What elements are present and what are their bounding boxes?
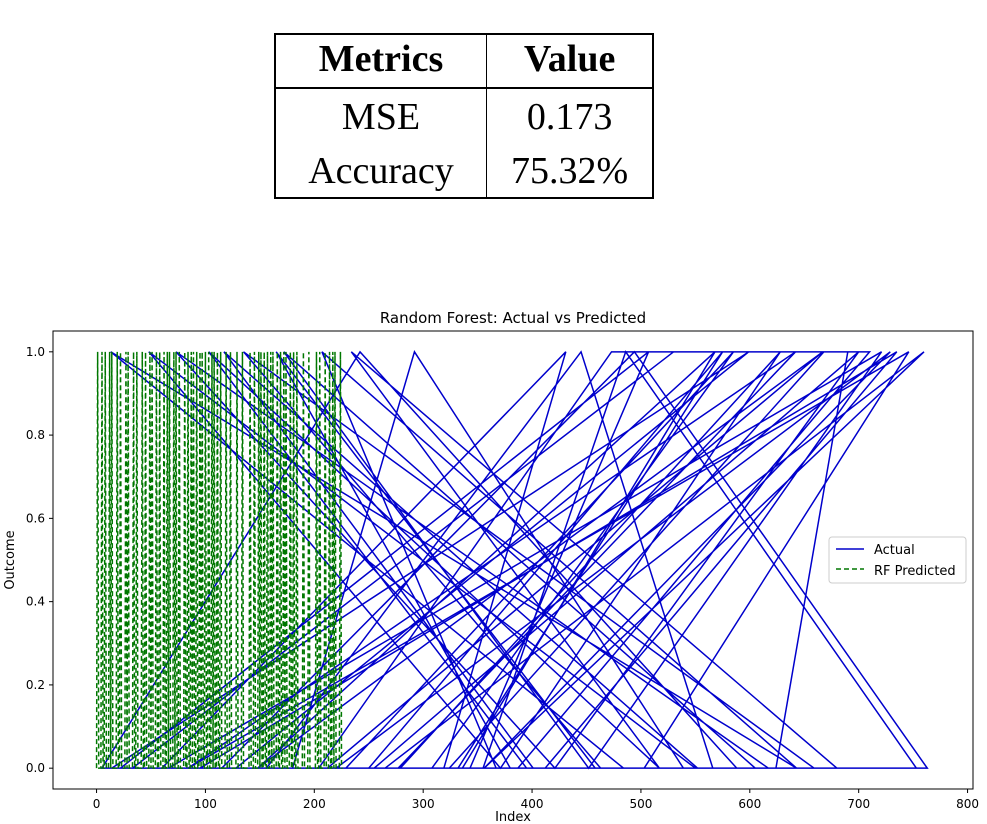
y-axis-label: Outcome: [3, 530, 18, 589]
x-tick-label: 600: [738, 797, 761, 811]
table-row: Accuracy 75.32%: [275, 143, 653, 198]
x-tick-label: 800: [956, 797, 979, 811]
table-header-row: Metrics Value: [275, 34, 654, 89]
y-tick-label: 1.0: [26, 345, 45, 359]
chart-title: Random Forest: Actual vs Predicted: [380, 309, 646, 327]
metrics-table: Metrics Value MSE 0.173 Accuracy 75.32%: [274, 33, 655, 199]
x-axis: 0 100 200 300 400 500 600 700 800: [93, 789, 979, 811]
y-tick-label: 0.6: [26, 511, 45, 525]
x-tick-label: 0: [93, 797, 101, 811]
x-tick-label: 200: [303, 797, 326, 811]
x-axis-label: Index: [495, 810, 531, 824]
x-tick-label: 100: [194, 797, 217, 811]
y-tick-label: 0.2: [26, 678, 45, 692]
y-tick-label: 0.0: [26, 761, 45, 775]
table-row: MSE 0.173: [275, 88, 653, 143]
header-value: Value: [486, 34, 654, 89]
line-chart: Random Forest: Actual vs Predicted 0 100 2…: [3, 309, 979, 824]
metric-name: Accuracy: [275, 143, 487, 198]
y-tick-label: 0.8: [26, 428, 45, 442]
plot-frame: [52, 330, 974, 790]
y-tick-label: 0.4: [26, 595, 45, 609]
legend-actual-label: Actual: [874, 543, 915, 558]
x-tick-label: 300: [412, 797, 435, 811]
x-tick-label: 700: [847, 797, 870, 811]
series-actual-line: [100, 350, 929, 770]
header-metrics: Metrics: [275, 34, 487, 89]
x-tick-label: 500: [629, 797, 652, 811]
legend-predicted-label: RF Predicted: [874, 564, 956, 579]
metric-value: 75.32%: [511, 150, 629, 192]
metric-value: 0.173: [526, 96, 613, 138]
x-tick-label: 400: [521, 797, 544, 811]
y-axis: 0.0 0.2 0.4 0.6 0.8 1.0: [26, 345, 53, 775]
legend: Actual RF Predicted: [828, 536, 967, 584]
series-predicted-line: [95, 351, 343, 769]
plot-marks: [95, 350, 929, 770]
metric-name: MSE: [275, 88, 487, 143]
